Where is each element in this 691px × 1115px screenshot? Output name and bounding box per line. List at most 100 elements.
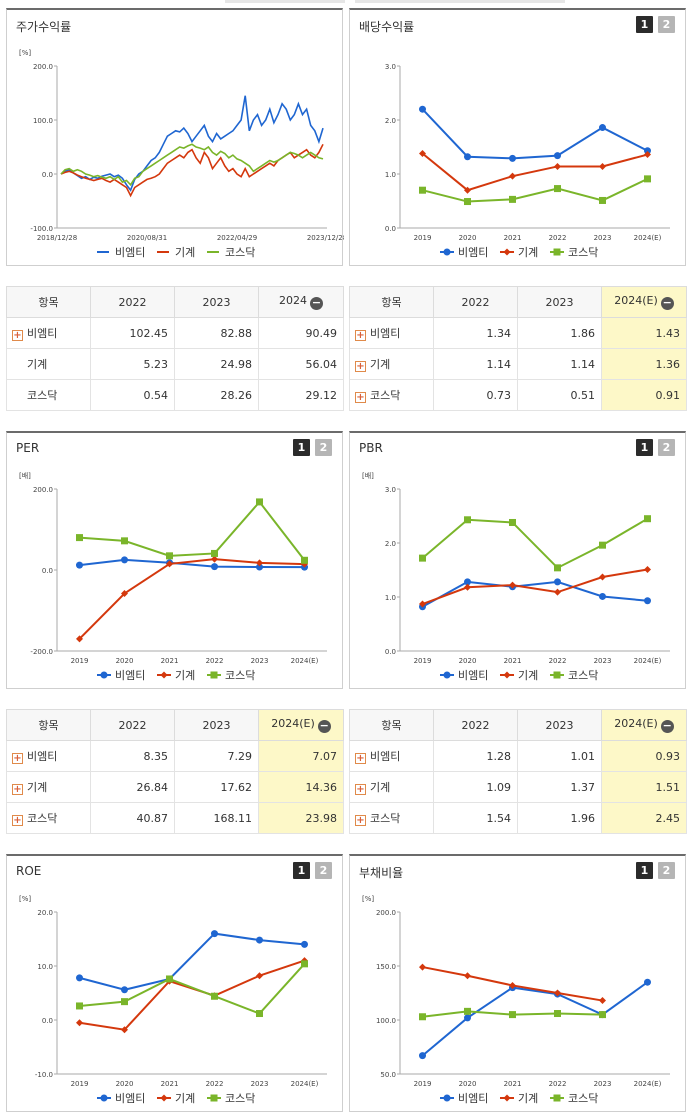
x-tick-label: 2023	[594, 234, 612, 242]
value-cell: 17.62	[174, 771, 259, 803]
table-row: + 기계 1.14 1.14 1.36	[349, 348, 687, 380]
data-point	[121, 998, 128, 1006]
expand-plus-icon[interactable]: +	[355, 815, 366, 826]
expand-plus-icon[interactable]: +	[355, 392, 366, 403]
expand-plus-icon[interactable]: +	[355, 784, 366, 795]
data-point	[464, 972, 471, 980]
toggle-2-button[interactable]: 2	[658, 439, 675, 456]
x-tick-label: 2022	[549, 1080, 567, 1088]
stock-return-table: 항목 2022 2023 2024− + 비엠티 102.45 82.88 90.49 기계 5.2…	[6, 286, 344, 411]
table-header-year: 2024(E) −	[601, 286, 687, 318]
value-cell: 26.84	[90, 771, 175, 803]
data-point	[256, 936, 263, 944]
series-line-1	[79, 932, 305, 991]
table-header-item: 항목	[349, 709, 434, 741]
expand-plus-icon[interactable]: +	[355, 361, 366, 372]
expand-plus-icon[interactable]: +	[12, 815, 23, 826]
per-table: 항목 2022 2023 2024(E) − + 비엠티 8.35 7.29 7.07 + 기계 26.…	[6, 709, 344, 834]
data-point	[256, 498, 263, 506]
toggle-1-button[interactable]: 1	[636, 439, 653, 456]
data-point	[644, 515, 651, 523]
expand-plus-icon[interactable]: +	[355, 753, 366, 764]
toggle-2-button[interactable]: 2	[658, 862, 675, 879]
roe-chart: [%] 20.0 10.0 0.0 -10.0 2019 2020 2021 2022 2023 2…	[19, 895, 327, 1105]
legend-marker	[100, 1094, 108, 1102]
y-tick-label: 0.0	[42, 567, 53, 575]
y-tick-label: 150.0	[376, 963, 396, 971]
row-label: 비엠티	[370, 750, 401, 763]
y-tick-label: -100.0	[30, 225, 53, 233]
x-tick-label: 2024(E)	[291, 1080, 319, 1088]
collapse-minus-icon[interactable]: −	[660, 719, 674, 733]
table-row: + 코스닥 1.54 1.96 2.45	[349, 802, 687, 834]
toggle-1-button[interactable]: 1	[293, 439, 310, 456]
value-cell: 1.37	[517, 771, 602, 803]
legend-label: 비엠티	[115, 1092, 145, 1105]
legend-label: 기계	[175, 1092, 195, 1105]
header-label: 2022	[118, 718, 147, 732]
header-label: 2023	[545, 295, 574, 309]
toggle-1-button[interactable]: 1	[293, 862, 310, 879]
data-point	[419, 149, 426, 157]
collapse-minus-icon[interactable]: −	[317, 719, 331, 733]
data-point	[464, 153, 471, 161]
table-header-year: 2024(E) −	[601, 709, 687, 741]
series-line-3	[60, 143, 324, 187]
toggle-2-button[interactable]: 2	[315, 862, 332, 879]
axis-unit-label: [배]	[362, 471, 374, 480]
data-point	[419, 1013, 426, 1021]
data-point	[464, 516, 471, 524]
x-tick-label: 2020	[116, 657, 134, 665]
toggle-2-button[interactable]: 2	[658, 16, 675, 33]
value-cell: 1.01	[517, 740, 602, 772]
pbr-table: 항목 2022 2023 2024(E) − + 비엠티 1.28 1.01 0.93 + 기계 1.0…	[349, 709, 687, 834]
toggle-1-button[interactable]: 1	[636, 16, 653, 33]
header-label: 2024(E)	[271, 717, 315, 730]
legend-label: 기계	[518, 1092, 538, 1105]
collapse-minus-icon[interactable]: −	[310, 296, 323, 310]
collapse-minus-icon[interactable]: −	[660, 296, 674, 310]
value-cell: 1.86	[517, 317, 602, 349]
legend-label: 비엠티	[458, 246, 488, 259]
axis-unit-label: [배]	[19, 471, 31, 480]
expand-plus-icon[interactable]: +	[12, 753, 23, 764]
legend-marker	[160, 671, 168, 679]
header-label: 항목	[38, 296, 59, 309]
y-tick-label: -200.0	[30, 648, 53, 656]
data-point	[256, 559, 263, 567]
header-label: 2023	[202, 718, 231, 732]
y-tick-label: -10.0	[35, 1071, 53, 1079]
data-point	[419, 186, 426, 194]
y-tick-label: 20.0	[37, 909, 53, 917]
data-point	[166, 560, 173, 568]
row-label-cell: + 코스닥	[6, 802, 91, 834]
y-tick-label: 0.0	[42, 1017, 53, 1025]
series-line-1	[422, 580, 648, 608]
data-point	[76, 974, 83, 982]
data-point	[599, 196, 606, 204]
y-tick-label: 0.0	[385, 648, 396, 656]
value-cell: 168.11	[174, 802, 259, 834]
value-cell: 0.73	[433, 379, 518, 411]
value-cell: 29.12	[258, 379, 344, 411]
data-point	[76, 635, 83, 643]
dividend-yield-chart: 3.0 2.0 1.0 0.0 2019 2020 2021 2022 2023 2024(E) 비…	[385, 63, 670, 259]
chart-legend: 비엠티 기계 코스닥	[97, 1092, 255, 1105]
expand-plus-icon[interactable]: +	[12, 330, 23, 341]
legend-label: 코스닥	[225, 246, 255, 259]
table-header-year: 2022	[433, 709, 518, 741]
toggle-2-button[interactable]: 2	[315, 439, 332, 456]
y-tick-label: 2.0	[385, 117, 396, 125]
expand-plus-icon[interactable]: +	[355, 330, 366, 341]
row-label-cell: + 비엠티	[6, 740, 91, 772]
row-label: 기계	[370, 358, 391, 371]
x-tick-label: 2022	[206, 1080, 224, 1088]
toggle-1-button[interactable]: 1	[636, 862, 653, 879]
series-line-1	[421, 981, 649, 1057]
expand-plus-icon[interactable]: +	[12, 784, 23, 795]
series-line-2	[78, 558, 305, 640]
table-row: + 비엠티 1.28 1.01 0.93	[349, 740, 687, 772]
x-tick-label: 2024(E)	[634, 234, 662, 242]
